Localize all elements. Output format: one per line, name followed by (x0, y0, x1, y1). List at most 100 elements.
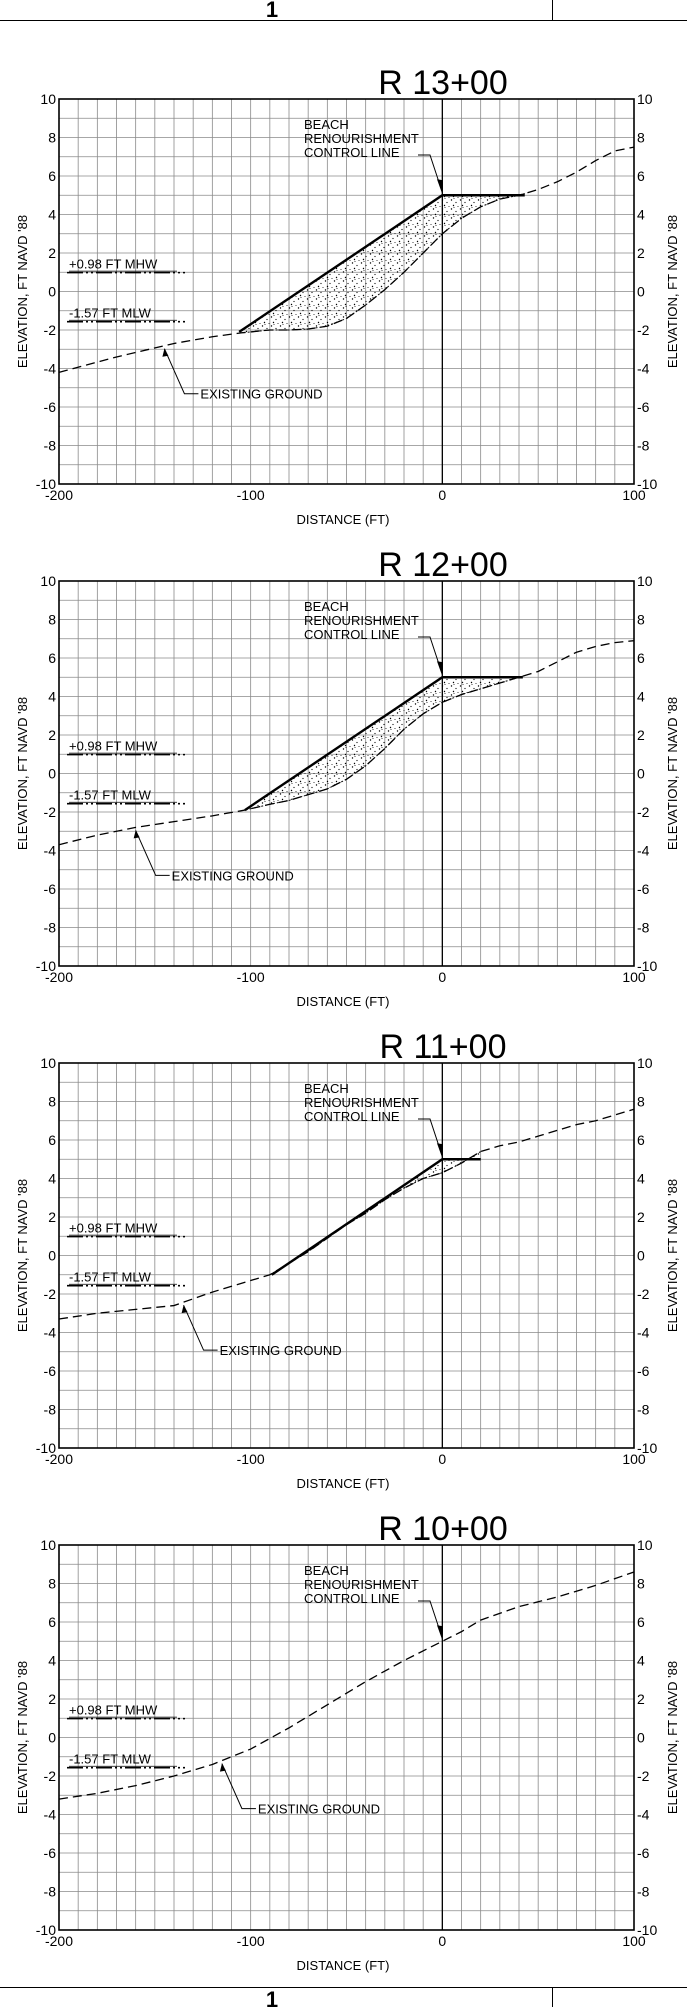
control-line-label: CONTROL LINE (304, 1109, 400, 1124)
cross-section-chart: +0.98 FT MHW -1.57 FT MLW R 12+00 10 10 8 8 6 6 4… (15, 546, 680, 1009)
existing-ground-leader (221, 1763, 256, 1810)
existing-ground-line (58, 146, 635, 373)
water-level-label: -1.57 FT MLW (69, 788, 152, 803)
x-tick-label: -200 (45, 1933, 73, 1949)
y-tick-label-left: 2 (48, 727, 56, 743)
y-tick-label-right: 8 (637, 1576, 645, 1592)
y-tick-label-right: 0 (637, 1730, 645, 1746)
control-line-label: CONTROL LINE (304, 1591, 400, 1606)
existing-ground-line (58, 1571, 635, 1800)
existing-ground-arrow (162, 348, 169, 357)
y-axis-label-right: ELEVATION, FT NAVD '88 (665, 1179, 680, 1332)
y-tick-label-right: -4 (637, 1807, 650, 1823)
control-line-arrow (437, 179, 443, 195)
control-line-label: BEACH (304, 1081, 349, 1096)
cross-section-chart: +0.98 FT MHW -1.57 FT MLW R 10+00 10 10 8 8 6 6 4… (15, 1510, 680, 1973)
x-axis-label: DISTANCE (FT) (297, 994, 390, 1009)
y-tick-label-left: 8 (48, 130, 56, 146)
y-tick-label-right: -8 (637, 438, 650, 454)
x-tick-label: -100 (237, 1933, 265, 1949)
y-tick-label-left: -8 (44, 1884, 57, 1900)
y-tick-label-right: 4 (637, 689, 645, 705)
y-tick-label-right: -10 (637, 958, 657, 974)
plot-frame (58, 98, 635, 485)
existing-ground-leader (183, 1304, 218, 1351)
y-tick-label-left: 2 (48, 1691, 56, 1707)
x-axis-label: DISTANCE (FT) (297, 512, 390, 527)
fill-area (271, 1151, 481, 1275)
y-tick-label-right: -4 (637, 1325, 650, 1341)
x-axis-label: DISTANCE (FT) (297, 1476, 390, 1491)
x-axis-label: DISTANCE (FT) (297, 1958, 390, 1973)
control-line-leader (418, 1118, 441, 1150)
x-tick-label: -200 (45, 487, 73, 503)
control-line-label: CONTROL LINE (304, 627, 400, 642)
y-tick-label-right: -4 (637, 361, 650, 377)
x-tick-label: 0 (438, 487, 446, 503)
x-tick-label: -100 (237, 487, 265, 503)
x-tick-label: -200 (45, 969, 73, 985)
sheet-number-bottom: 1 (266, 1987, 278, 2007)
existing-ground-arrow (133, 830, 140, 839)
chart-title: R 12+00 (378, 546, 508, 584)
y-tick-label-left: -2 (44, 804, 57, 820)
plot-frame (58, 1062, 635, 1449)
y-tick-label-right: 6 (637, 650, 645, 666)
control-line-label: RENOURISHMENT (304, 1095, 419, 1110)
y-tick-label-left: 4 (48, 1171, 56, 1187)
y-axis-label-right: ELEVATION, FT NAVD '88 (665, 1661, 680, 1814)
existing-ground-label: EXISTING GROUND (258, 1802, 380, 1817)
y-tick-label-right: 10 (637, 1055, 653, 1071)
control-line-leader (418, 1600, 441, 1632)
y-tick-label-right: 4 (637, 207, 645, 223)
y-tick-label-right: 2 (637, 1209, 645, 1225)
control-line-arrow (437, 1143, 443, 1159)
y-tick-label-left: -2 (44, 1768, 57, 1784)
y-tick-label-right: 4 (637, 1171, 645, 1187)
y-tick-label-left: 6 (48, 1132, 56, 1148)
y-tick-label-right: -6 (637, 1845, 650, 1861)
control-line-arrow (437, 1625, 443, 1641)
y-tick-label-left: 10 (40, 573, 56, 589)
y-tick-label-left: 6 (48, 650, 56, 666)
water-level-label: +0.98 FT MHW (69, 739, 158, 754)
y-axis-label-left: ELEVATION, FT NAVD '88 (15, 1661, 30, 1814)
y-tick-label-left: -8 (44, 438, 57, 454)
water-level-label: +0.98 FT MHW (69, 257, 158, 272)
chart-title: R 13+00 (378, 64, 508, 102)
existing-ground-leader (135, 830, 170, 876)
y-tick-label-left: 0 (48, 1248, 56, 1264)
y-tick-label-right: 4 (637, 1653, 645, 1669)
x-tick-label: -100 (237, 1451, 265, 1467)
y-tick-label-right: -8 (637, 1402, 650, 1418)
x-tick-label: 100 (622, 1933, 646, 1949)
y-axis-label-left: ELEVATION, FT NAVD '88 (15, 215, 30, 368)
x-tick-label: 0 (438, 1933, 446, 1949)
existing-ground-line (58, 1108, 635, 1320)
x-tick-label: 0 (438, 969, 446, 985)
y-tick-label-left: -6 (44, 1363, 57, 1379)
existing-ground-arrow (181, 1305, 188, 1314)
x-tick-label: 100 (622, 969, 646, 985)
cross-section-charts: +0.98 FT MHW -1.57 FT MLW R 13+00 10 10 8 8 6 6 4… (15, 64, 680, 1973)
existing-ground-label: EXISTING GROUND (172, 868, 294, 883)
y-tick-label-left: 0 (48, 1730, 56, 1746)
y-tick-label-right: 2 (637, 727, 645, 743)
y-tick-label-left: 0 (48, 766, 56, 782)
chart-title: R 11+00 (380, 1028, 507, 1066)
control-line-leader (418, 154, 441, 186)
existing-ground-label: EXISTING GROUND (200, 387, 322, 402)
y-tick-label-right: -8 (637, 1884, 650, 1900)
control-line-label: BEACH (304, 117, 349, 132)
water-level-label: -1.57 FT MLW (69, 1270, 152, 1285)
y-tick-label-left: -10 (36, 1440, 56, 1456)
y-tick-label-left: -2 (44, 1286, 57, 1302)
x-tick-label: 100 (622, 1451, 646, 1467)
y-axis-label-right: ELEVATION, FT NAVD '88 (665, 215, 680, 368)
y-tick-label-right: -2 (637, 322, 650, 338)
top-title-strip: 1 (0, 0, 687, 22)
x-tick-label: 0 (438, 1451, 446, 1467)
y-tick-label-left: 4 (48, 1653, 56, 1669)
y-axis-label-left: ELEVATION, FT NAVD '88 (15, 1179, 30, 1332)
